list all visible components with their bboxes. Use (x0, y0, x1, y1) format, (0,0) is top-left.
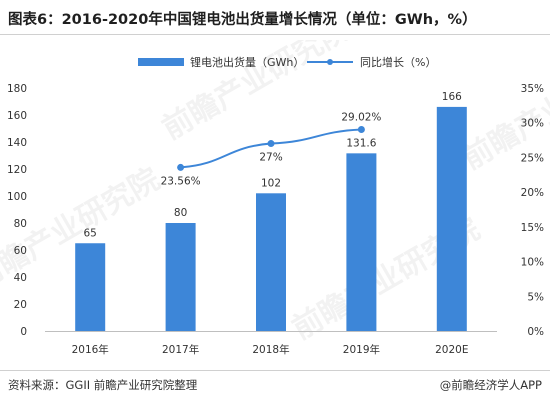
growth-label: 29.02% (341, 112, 381, 124)
x-tick-label: 2018年 (252, 343, 289, 356)
line-series: 23.56% 27% 29.02% (161, 112, 382, 188)
y-right-tick-label: 20% (521, 187, 544, 199)
y-left-tick-label: 100 (7, 191, 27, 203)
x-tick-label: 2017年 (162, 343, 199, 356)
growth-point (267, 140, 275, 148)
bar-series: 65 80 102 131.6 166 (75, 91, 467, 332)
bar (346, 153, 377, 331)
y-right-tick-label: 30% (521, 118, 544, 130)
y-left-tick-label: 160 (7, 110, 27, 122)
bar (165, 223, 196, 331)
footer-divider (0, 370, 550, 371)
legend-line-marker (327, 59, 333, 65)
y-right-tick-label: 5% (527, 291, 544, 303)
bar (75, 243, 106, 331)
legend-bar-label: 锂电池出货量（GWh） (190, 55, 304, 69)
y-left-tick-label: 40 (14, 272, 27, 284)
title-divider (0, 34, 550, 35)
y-right-tick-label: 10% (521, 257, 544, 269)
growth-point (177, 163, 185, 171)
y-left-tick-label: 20 (14, 299, 27, 311)
y-right-tick-label: 0% (527, 326, 544, 338)
y-left-tick-label: 140 (7, 137, 27, 149)
brand-label: @前瞻经济学人APP (439, 378, 542, 392)
growth-label: 23.56% (161, 175, 201, 187)
y-right-tick-label: 25% (521, 152, 544, 164)
bar-value-label: 102 (261, 177, 281, 189)
bar-value-label: 65 (84, 227, 97, 239)
axes: 0 20 40 60 80 100 120 140 160 180 0% 5% 10% 15% 20% 25%… (7, 83, 544, 356)
growth-label: 27% (259, 152, 282, 164)
chart-title: 图表6：2016-2020年中国锂电池出货量增长情况（单位：GWh，%） (8, 12, 477, 28)
bar-value-label: 131.6 (346, 137, 376, 149)
y-left-tick-label: 0 (20, 326, 27, 338)
bar-value-label: 80 (174, 207, 187, 219)
growth-point (357, 126, 365, 134)
y-left-tick-label: 120 (7, 164, 27, 176)
y-right-tick-label: 35% (521, 83, 544, 95)
y-right-tick-label: 15% (521, 222, 544, 234)
x-tick-label: 2016年 (72, 343, 109, 356)
y-left-tick-label: 60 (14, 245, 27, 257)
y-left-tick-label: 180 (7, 83, 27, 95)
source-note: 资料来源：GGII 前瞻产业研究院整理 (8, 378, 198, 392)
legend-line-label: 同比增长（%） (360, 55, 436, 69)
x-tick-label: 2019年 (343, 343, 380, 356)
bar-value-label: 166 (442, 91, 462, 103)
legend: 锂电池出货量（GWh） 同比增长（%） (138, 55, 436, 69)
x-tick-label: 2020E (435, 344, 468, 356)
bar (436, 106, 467, 332)
bar (256, 193, 286, 331)
y-left-tick-label: 80 (14, 218, 27, 230)
legend-bar-swatch (138, 58, 184, 66)
